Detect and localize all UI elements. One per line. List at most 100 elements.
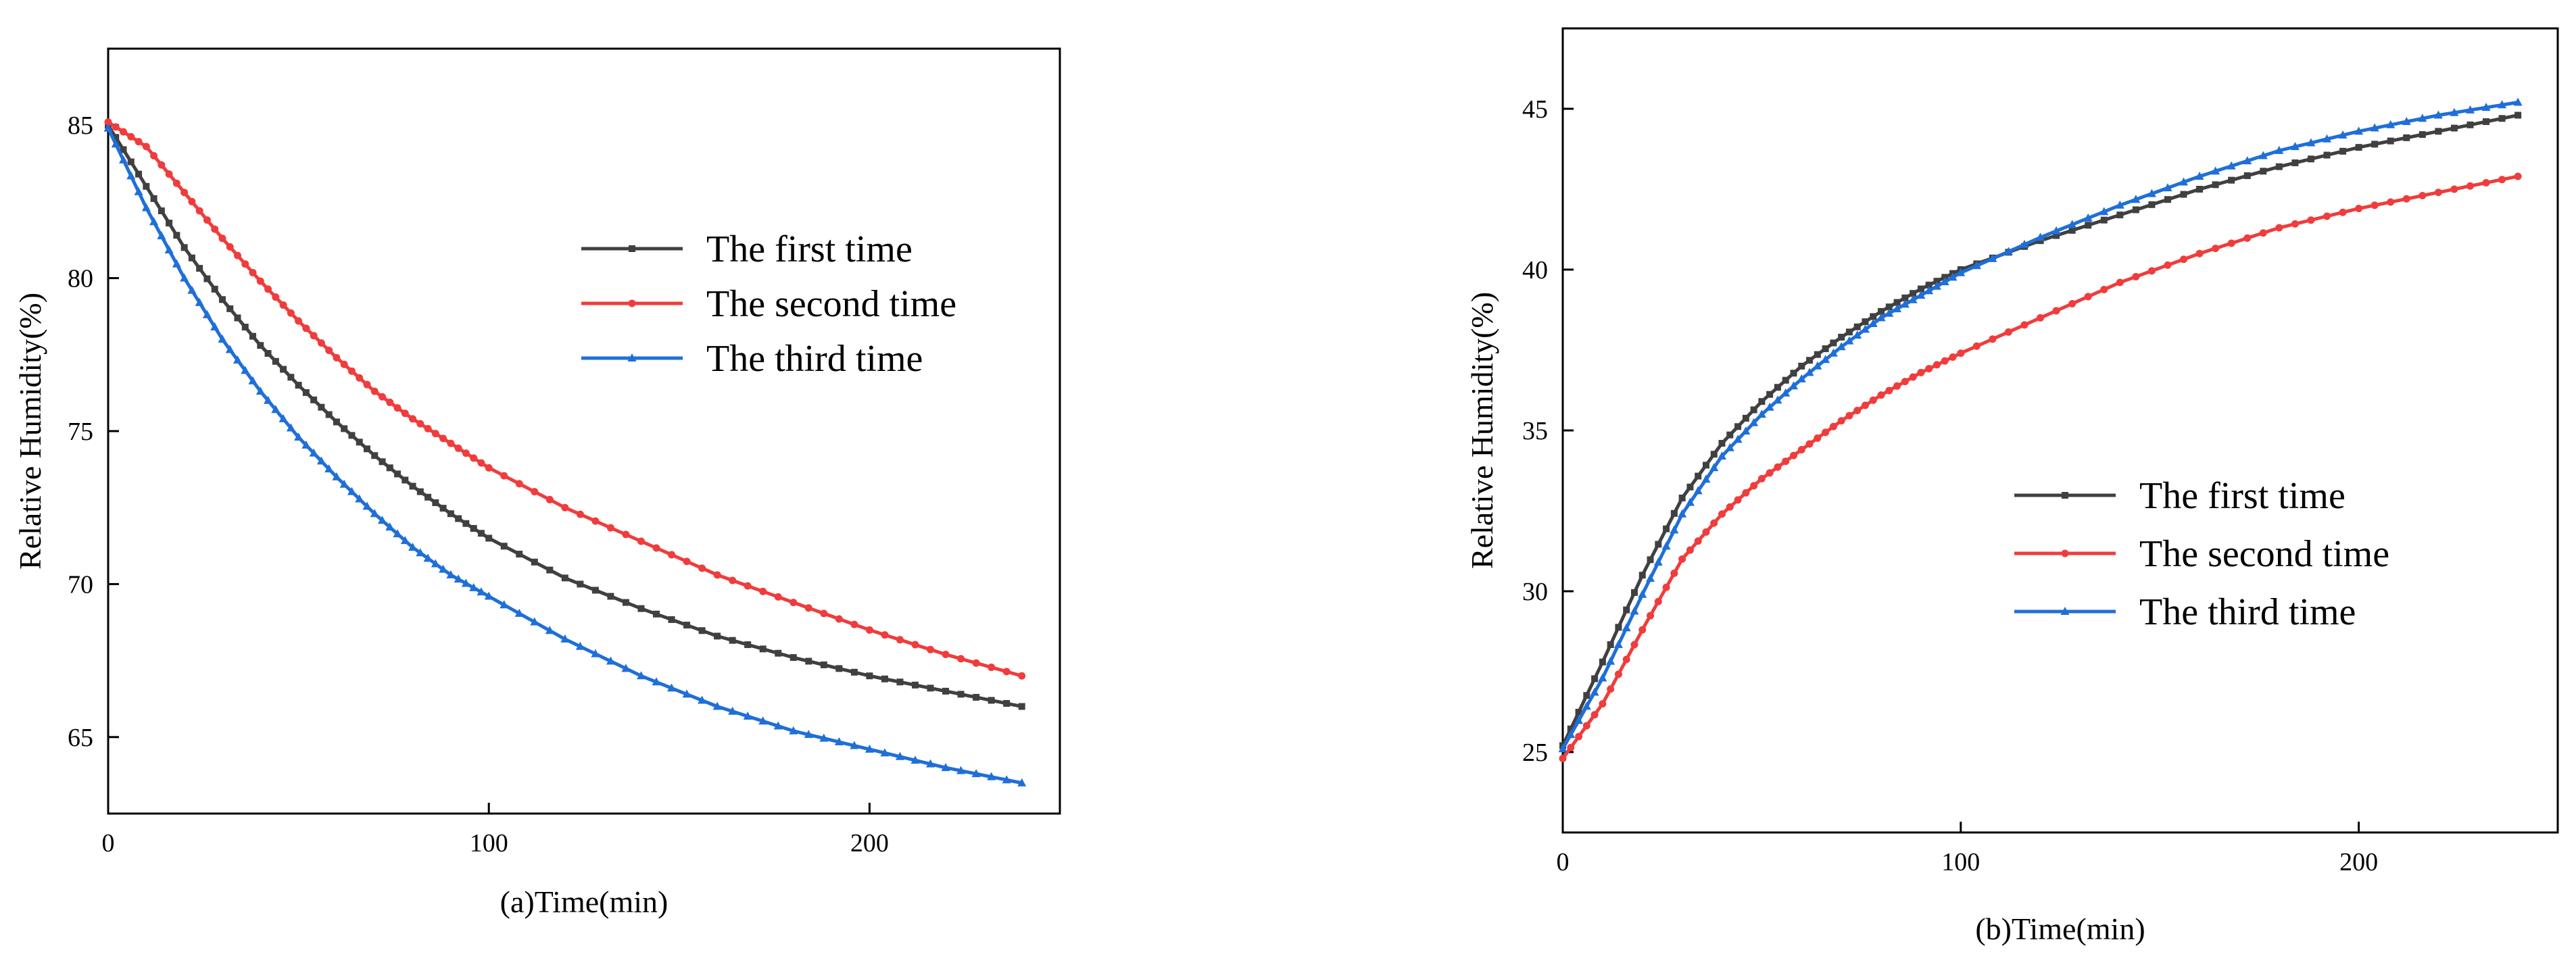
data-point [1695, 472, 1702, 480]
data-point [2402, 117, 2411, 126]
data-point [2386, 120, 2396, 128]
data-point [210, 322, 220, 331]
data-point [805, 657, 812, 665]
data-point [591, 517, 600, 525]
series-2 [104, 118, 1026, 680]
data-point [104, 118, 112, 126]
plot-frame-a [107, 47, 1061, 815]
data-point [233, 251, 241, 259]
data-point [850, 668, 858, 676]
data-point [318, 403, 325, 411]
data-point [606, 656, 615, 665]
data-point [1797, 374, 1806, 382]
data-point [409, 482, 416, 490]
data-point [1670, 569, 1678, 577]
data-point [1574, 716, 1584, 724]
data-point [652, 544, 660, 552]
data-point [2465, 105, 2475, 114]
data-point [2227, 239, 2235, 247]
data-point [1830, 339, 1837, 347]
data-point [248, 376, 258, 384]
data-point [881, 675, 888, 682]
data-point [371, 452, 379, 459]
data-point [1742, 414, 1749, 422]
axis-ticks-a: 0 100 200 65 70 75 80 85 [68, 111, 889, 857]
data-point [2514, 111, 2522, 119]
data-point [896, 636, 904, 644]
data-point [234, 314, 241, 322]
data-point [439, 564, 448, 573]
data-point [416, 548, 425, 557]
data-point [637, 537, 645, 545]
y-axis-label-b: Relative Humidity(%) [1465, 292, 1499, 569]
data-point [2483, 118, 2490, 126]
data-point [1933, 278, 1941, 285]
data-point [316, 456, 326, 465]
data-point [1893, 304, 1902, 313]
data-point [363, 380, 371, 389]
data-point [2323, 212, 2331, 220]
data-point [652, 677, 661, 686]
data-point [439, 434, 447, 443]
data-point [789, 599, 798, 607]
data-point [2062, 492, 2068, 499]
data-point [2513, 97, 2523, 106]
data-point [1622, 655, 1630, 664]
data-point [294, 432, 303, 441]
data-point [416, 420, 424, 428]
data-point [257, 342, 264, 349]
data-point [455, 515, 462, 522]
data-point [622, 599, 629, 606]
data-point [1582, 722, 1590, 730]
data-point [531, 558, 538, 566]
data-point [1590, 711, 1599, 719]
data-point [1908, 295, 1918, 303]
data-point [431, 430, 439, 438]
data-point [2290, 142, 2300, 151]
data-point [514, 608, 524, 617]
data-point [1798, 362, 1805, 370]
data-point [773, 721, 783, 730]
legend-item: The first time [581, 228, 913, 270]
data-point [698, 627, 706, 634]
data-point [1861, 401, 1869, 409]
data-point [340, 360, 348, 368]
data-point [2275, 145, 2284, 154]
data-point [880, 748, 890, 757]
data-point [881, 631, 889, 639]
data-point [256, 277, 264, 285]
data-point [1781, 388, 1791, 397]
data-point [1710, 519, 1718, 527]
data-point [202, 309, 212, 318]
data-point [2196, 186, 2204, 193]
data-point [111, 139, 120, 148]
data-point [1909, 373, 1917, 381]
data-point [1559, 755, 1567, 763]
data-point [393, 529, 402, 538]
data-point [759, 645, 767, 653]
data-point [1901, 378, 1909, 386]
data-point [1837, 342, 1846, 351]
data-point [1870, 313, 1877, 320]
data-point [2116, 211, 2124, 219]
data-point [1750, 482, 1758, 490]
data-point [1757, 474, 1766, 482]
data-point [1853, 406, 1862, 414]
data-point [957, 655, 965, 663]
data-point [218, 296, 226, 303]
data-point [667, 683, 677, 692]
data-point [1018, 703, 1025, 710]
data-point [1670, 525, 1679, 534]
data-point [149, 217, 159, 226]
data-point [2099, 207, 2109, 216]
data-point [310, 396, 318, 403]
data-point [180, 189, 189, 197]
data-point [2037, 314, 2045, 322]
data-point [226, 305, 234, 312]
data-point [135, 138, 143, 146]
data-point [835, 615, 843, 623]
data-point [744, 641, 752, 649]
data-point [1002, 775, 1011, 784]
data-point [743, 712, 752, 720]
series-1 [105, 122, 1025, 710]
